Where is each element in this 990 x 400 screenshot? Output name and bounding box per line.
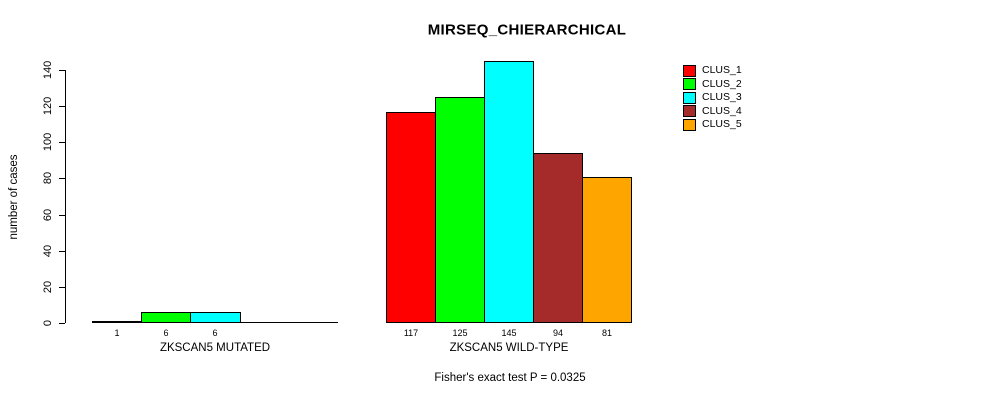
bar-value-label: 145: [501, 328, 517, 338]
bar-clus_2: [435, 97, 485, 323]
y-tick-mark: [59, 106, 65, 107]
y-tick-mark: [59, 178, 65, 179]
y-tick-label: 0: [42, 319, 54, 327]
y-tick-label: 140: [42, 60, 54, 80]
y-tick-mark: [59, 287, 65, 288]
legend-item-label: CLUS_1: [702, 64, 742, 76]
group-label: ZKSCAN5 WILD-TYPE: [449, 342, 569, 354]
bar-clus_3: [190, 312, 241, 323]
legend-item-label: CLUS_5: [702, 118, 742, 130]
y-tick-mark: [59, 215, 65, 216]
bar-clus_5: [582, 177, 632, 323]
legend-item: CLUS_3: [683, 91, 742, 104]
fisher-test-annotation: Fisher's exact test P = 0.0325: [434, 372, 586, 384]
legend-item: CLUS_4: [683, 105, 742, 118]
legend-item: CLUS_5: [683, 118, 742, 131]
legend-item-label: CLUS_4: [702, 104, 742, 117]
legend-color-swatch: [683, 105, 696, 117]
bar-value-label: 125: [452, 328, 468, 338]
legend-color-swatch: [683, 64, 696, 77]
bar-clus_2: [141, 312, 191, 323]
bar-value-label: 1: [114, 328, 120, 338]
bar-clus_4: [533, 153, 583, 323]
legend-color-swatch: [683, 91, 696, 104]
legend-item-label: CLUS_3: [702, 91, 742, 103]
bar-value-label: 117: [403, 328, 419, 338]
y-axis-label: number of cases: [8, 154, 20, 240]
y-tick-mark: [59, 142, 65, 143]
legend-item: CLUS_1: [683, 64, 742, 77]
bar-value-label: 94: [552, 328, 564, 338]
bar-value-label: 6: [212, 328, 218, 338]
y-tick-mark: [59, 323, 65, 324]
bar-value-label: 81: [601, 328, 613, 338]
y-tick-label: 60: [42, 208, 54, 222]
chart-title: MIRSEQ_CHIERARCHICAL: [427, 21, 627, 39]
legend-color-swatch: [683, 118, 696, 131]
y-tick-mark: [59, 251, 65, 252]
legend-item: CLUS_2: [683, 78, 742, 91]
y-tick-label: 20: [42, 280, 54, 294]
group-label: ZKSCAN5 MUTATED: [159, 342, 271, 354]
y-tick-label: 100: [42, 132, 54, 152]
bar-clus_3: [484, 61, 534, 323]
bar-clus_1: [92, 321, 142, 323]
legend-item-label: CLUS_2: [702, 77, 742, 90]
legend: CLUS_1 CLUS_2 CLUS_3 CLUS_4 CLUS_5: [683, 64, 742, 132]
bar-clus_1: [386, 112, 436, 323]
legend-color-swatch: [683, 78, 696, 90]
y-tick-mark: [59, 70, 65, 71]
y-tick-label: 120: [42, 96, 54, 116]
bar-value-label: 6: [163, 328, 169, 338]
y-tick-label: 80: [42, 171, 54, 185]
y-tick-label: 40: [42, 244, 54, 258]
y-axis-line: [65, 70, 66, 323]
